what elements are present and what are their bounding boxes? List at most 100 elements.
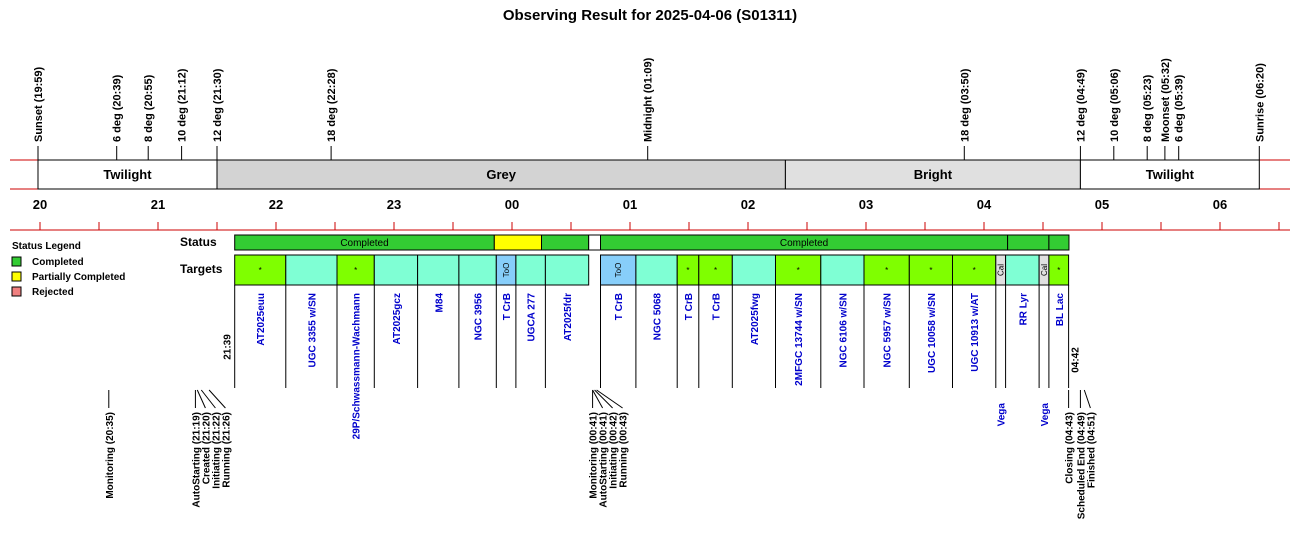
log-event-autostarting-00-41: AutoStarting (00:41) [599, 412, 610, 508]
target-name-2mfgc-13744-w-sn: 2MFGC 13744 w/SN [794, 293, 805, 386]
target-mark: * [259, 266, 262, 275]
log-event-finished-04-51: Finished (04:51) [1086, 412, 1097, 488]
target-name-t-crb: T CrB [684, 293, 695, 320]
event-label-12-deg-21-30: 12 deg (21:30) [212, 68, 224, 142]
sky-bands: Twilight Grey Bright Twilight [10, 159, 1290, 190]
target-name-vega: Vega [997, 403, 1008, 427]
status-bar: Completed Completed [234, 234, 1070, 251]
axis-tick-label-00: 00 [505, 197, 519, 212]
log-event-tick [596, 389, 623, 409]
target-block-ugc-3355-w-sn [285, 254, 338, 286]
target-name-ugc-10913-w-at: UGC 10913 w/AT [970, 293, 981, 372]
target-mark: * [1057, 266, 1060, 275]
log-event-tick [200, 389, 216, 409]
log-event-tick [208, 389, 226, 409]
target-name-at2025fdr: AT2025fdr [563, 293, 574, 341]
band-grey [216, 159, 786, 190]
log-event-initiating-00-42: Initiating (00:42) [609, 412, 620, 489]
status-segment-label: Completed [340, 238, 388, 249]
target-name-vega: Vega [1040, 403, 1051, 427]
event-label-8-deg-20-55: 8 deg (20:55) [143, 74, 155, 142]
legend-label-rejected: Rejected [32, 287, 74, 298]
target-mark: * [354, 266, 357, 275]
log-event-tick [196, 389, 206, 409]
status-segment [588, 234, 602, 251]
legend-title: Status Legend [12, 241, 81, 252]
status-segment [541, 234, 590, 251]
log-event-monitoring-20-35: Monitoring (20:35) [105, 412, 116, 499]
target-block-at2025fwg [731, 254, 776, 286]
target-block-ngc-6106-w-sn [820, 254, 865, 286]
legend-swatch-completed [11, 256, 22, 267]
event-label-10-deg-05-06: 10 deg (05:06) [1109, 68, 1121, 142]
axis-tick-label-03: 03 [859, 197, 873, 212]
event-label-sunrise-06-20: Sunrise (06:20) [1254, 63, 1266, 142]
target-mark: Cal [1040, 264, 1049, 276]
log-event-tick [1083, 389, 1091, 409]
axis-tick-label-04: 04 [977, 197, 992, 212]
target-block-rr-lyr [1005, 254, 1040, 286]
event-label-10-deg-21-12: 10 deg (21:12) [177, 68, 189, 142]
status-segment [1048, 234, 1070, 251]
log-event-autostarting-21-19: AutoStarting (21:19) [191, 412, 202, 508]
log-event-monitoring-00-41: Monitoring (00:41) [589, 412, 600, 499]
event-label-18-deg-03-50: 18 deg (03:50) [959, 68, 971, 142]
target-mark: * [686, 266, 689, 275]
log-events: Monitoring (20:35) AutoStarting (21:19) Cr… [105, 389, 1097, 519]
axis-tick-label-05: 05 [1095, 197, 1109, 212]
target-block-at2025fdr [544, 254, 590, 286]
event-label-6-deg-05-39: 6 deg (05:39) [1174, 74, 1186, 142]
target-block-29p-schwassmann-wachmann [336, 254, 375, 286]
target-mark: * [885, 266, 888, 275]
target-name-t-crb: T CrB [502, 293, 513, 320]
legend-swatch-rejected [11, 286, 22, 297]
target-block-m84 [417, 254, 460, 286]
start-time-label: 21:39 [223, 334, 234, 360]
end-time-label: 04:42 [1071, 347, 1082, 373]
status-segment [1007, 234, 1050, 251]
target-name-t-crb: T CrB [712, 293, 723, 320]
legend-swatch-partially-completed [11, 271, 22, 282]
target-block-bl-lac [1048, 254, 1070, 286]
target-block-ugca-277 [515, 254, 546, 286]
status-segment [493, 234, 542, 251]
log-event-tick [592, 389, 604, 409]
target-block-at2025euu [234, 254, 287, 286]
log-event-running-21-26: Running (21:26) [221, 412, 232, 488]
band-label-bright: Bright [914, 167, 953, 182]
axis-tick-label-20: 20 [33, 197, 47, 212]
target-mark: * [797, 266, 800, 275]
target-mark: ToO [614, 263, 623, 278]
axis-tick-label-23: 23 [387, 197, 401, 212]
chart-title: Observing Result for 2025-04-06 (S01311) [503, 7, 797, 24]
target-mark: * [714, 266, 717, 275]
target-block-ngc-5068 [635, 254, 678, 286]
axis-tick-label-06: 06 [1213, 197, 1227, 212]
event-label-midnight-01-09: Midnight (01:09) [643, 57, 655, 142]
target-block-at2025gcz [373, 254, 419, 286]
target-name-ugca-277: UGCA 277 [527, 293, 538, 342]
axis-tick-label-22: 22 [269, 197, 283, 212]
legend-label-partially-completed: Partially Completed [32, 272, 125, 283]
time-axis: 20 21 22 23 00 01 02 03 04 05 06 [10, 197, 1290, 231]
target-name-at2025euu: AT2025euu [256, 293, 267, 346]
log-event-initiating-21-22: Initiating (21:22) [211, 412, 222, 489]
row-labels: Status Targets [180, 235, 223, 276]
log-event-running-00-43: Running (00:43) [619, 412, 630, 488]
event-label-18-deg-22-28: 18 deg (22:28) [326, 68, 338, 142]
target-name-ngc-6106-w-sn: NGC 6106 w/SN [838, 293, 849, 367]
band-twilight [37, 159, 218, 190]
log-event-closing-04-43: Closing (04:43) [1065, 412, 1076, 484]
target-mark: * [973, 266, 976, 275]
target-bar: * AT2025euu UGC 3355 w/SN * 29P/Schwassmann-… [223, 254, 1082, 439]
target-mark: ToO [502, 263, 511, 278]
target-mark: * [929, 266, 932, 275]
target-name-m84: M84 [434, 293, 445, 313]
target-name-t-crb: T CrB [614, 293, 625, 320]
target-block-ngc-3956 [458, 254, 497, 286]
axis-tick-label-01: 01 [623, 197, 637, 212]
target-block-ugc-10913-w-at [951, 254, 997, 286]
log-event-created-21-20: Created (21:20) [201, 412, 212, 484]
row-label-targets: Targets [180, 262, 223, 276]
target-name-at2025fwg: AT2025fwg [750, 293, 761, 345]
